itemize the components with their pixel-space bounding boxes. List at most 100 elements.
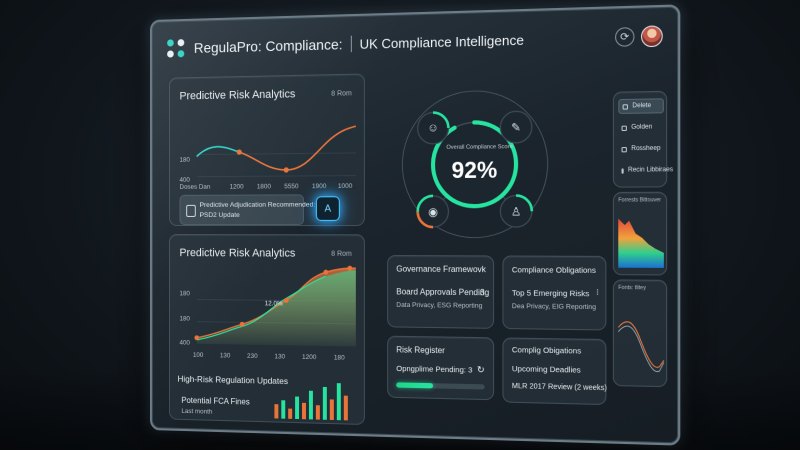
x-tick: 1200 [302, 353, 317, 362]
grid-line [197, 153, 356, 155]
score-ring-track [433, 122, 516, 206]
side-heat-chart: Forrests Bittouver [612, 191, 668, 276]
x-tick: 1200 [229, 183, 244, 191]
bar [315, 405, 320, 420]
node-ring [418, 196, 449, 227]
ai-icon: A [324, 202, 332, 215]
card-title: Complig Obigations [511, 344, 582, 356]
node-ring [418, 112, 449, 144]
y-tick: 180 [179, 156, 190, 164]
alert-line-1: Predictive Adjudication Recommended: [199, 201, 316, 209]
risk-progress-fill [396, 382, 434, 389]
x-tick: 180 [333, 354, 345, 362]
obligations-card[interactable]: Compliance Obligations Top 5 Emerging Ri… [502, 255, 607, 331]
risk-progress-bar [396, 382, 485, 390]
app-title: RegulaPro: Compliance: [193, 35, 343, 56]
bar [322, 386, 327, 420]
compliance-score-hub: ☺ ✎ ◉ ♙ Overall Compliance Score 92% [387, 73, 563, 253]
card-line-2: Dea Privacy, EIG Reporting [511, 302, 597, 312]
data-point [236, 149, 242, 155]
card-line-1: Upcoming Deadlies [511, 363, 581, 375]
grid-icon [621, 146, 627, 152]
series-line-teal [197, 146, 240, 156]
menu-item-libraries[interactable]: Recin Libbiraes [618, 163, 673, 178]
card-title: Compliance Obligations [511, 264, 596, 276]
bar [329, 399, 334, 421]
menu-item-label: Rossheep [631, 145, 661, 153]
side-menu: Delete Golden Rossheep Recin Libbiraes [612, 90, 673, 188]
x-tick: 230 [247, 352, 258, 361]
card-line-2: MLR 2017 Review (2 weeks) [511, 382, 607, 393]
card-title: Risk Register [396, 345, 445, 356]
data-point [194, 335, 200, 341]
peak-label: 12.0% [264, 300, 283, 308]
chart-title: Fonts: tlitey [618, 284, 646, 292]
bar [343, 395, 348, 421]
compliance-deadlines-card[interactable]: Complig Obigations Upcoming Deadlies MLR… [502, 337, 607, 406]
refresh-icon[interactable]: ↻ [476, 364, 485, 375]
heat-area-chart [618, 218, 664, 268]
dashboard-screen: RegulaPro: Compliance: UK Compliance Int… [150, 4, 681, 446]
section-title: High-Risk Regulation Updates [177, 373, 289, 387]
x-tick: Doses Dan [179, 183, 211, 191]
score-label: Overall Compliance Score [446, 143, 513, 151]
alert-text: Predictive Adjudication Recommended: PSD… [200, 200, 316, 221]
fines-bar-chart [274, 383, 348, 421]
side-line-chart: Fonts: tlitey [612, 279, 668, 388]
score-value: 92% [451, 156, 498, 184]
y-tick: 400 [179, 176, 190, 184]
bar [308, 390, 313, 420]
risk-register-card[interactable]: Risk Register Opngplime Pending: 3 ↻ [387, 335, 495, 401]
app-header: RegulaPro: Compliance: UK Compliance Int… [167, 22, 663, 62]
governance-card[interactable]: Governance Framewovk Board Approvals Pen… [387, 254, 495, 329]
panel-meta: 8 Rom [331, 250, 352, 258]
card-line-1: Top 5 Emerging Risks [511, 288, 590, 299]
x-tick: 1000 [337, 182, 353, 191]
x-tick: 5550 [284, 183, 299, 191]
heat-area [618, 218, 664, 268]
header-actions: ⟳ [615, 25, 663, 48]
grid-line [197, 176, 356, 177]
star-icon [621, 125, 627, 131]
menu-item-label: Delete [632, 102, 652, 110]
card-line-1: Opngplime Pending: 3 [396, 363, 473, 375]
document-icon [186, 204, 196, 217]
menu-item-delete[interactable]: Delete [618, 98, 664, 114]
series-line-orange [618, 322, 664, 368]
risk-line-chart-top [170, 97, 366, 201]
target-node-icon[interactable]: ◉ [428, 205, 438, 219]
menu-item-golden[interactable]: Golden [618, 120, 664, 136]
ai-assistant-button[interactable]: A [315, 196, 340, 221]
menu-item-rossheep[interactable]: Rossheep [618, 141, 664, 156]
x-tick: 130 [219, 352, 231, 360]
refresh-button[interactable]: ⟳ [615, 27, 635, 47]
more-icon[interactable]: ⁝ [596, 287, 599, 298]
y-tick: 180 [179, 315, 190, 323]
recommendation-alert[interactable]: Predictive Adjudication Recommended: PSD… [179, 194, 315, 225]
data-point [283, 167, 289, 173]
bar [295, 396, 300, 420]
person-node-icon[interactable]: ♙ [510, 205, 522, 219]
risk-analytics-panel-bottom: Predictive Risk Analytics 8 Rom [169, 234, 365, 425]
bar [288, 408, 293, 419]
user-avatar[interactable] [641, 25, 663, 48]
regulapro-logo-icon [167, 39, 185, 58]
trend-line-chart [616, 295, 666, 381]
x-tick: 1900 [311, 182, 327, 191]
risk-analytics-panel-top: Predictive Risk Analytics 8 Rom 180 400 … [169, 73, 366, 227]
bar [274, 404, 279, 419]
data-point [323, 269, 329, 275]
bar [281, 400, 286, 419]
x-tick: 130 [274, 353, 286, 361]
menu-item-label: Golden [631, 124, 653, 131]
book-icon [621, 167, 624, 174]
series-area-green [196, 269, 356, 347]
data-point [347, 265, 353, 271]
chart-title: Forrests Bittouver [618, 197, 662, 204]
series-line-orange [239, 126, 356, 170]
card-count: 3 [480, 287, 485, 298]
trash-icon [622, 103, 628, 110]
fines-title: Potential FCA Fines [181, 395, 250, 407]
app-subtitle: UK Compliance Intelligence [359, 31, 524, 52]
